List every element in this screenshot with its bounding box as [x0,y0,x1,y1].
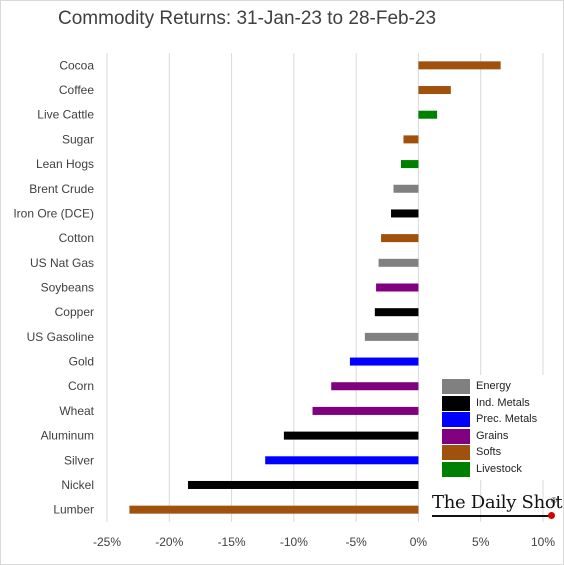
bar [376,283,419,292]
category-label: Cotton [59,231,94,245]
category-label: Cocoa [59,58,94,72]
legend-swatch [442,461,470,477]
logo-red-dot [548,512,555,519]
legend-swatch [442,412,470,427]
x-tick-label: -15% [218,535,246,549]
category-label: Coffee [59,83,94,97]
bar [187,480,419,489]
logo-underline [432,515,552,517]
legend-label: Grains [476,429,509,442]
category-label: Copper [55,305,94,319]
legend-label: Livestock [476,462,522,475]
x-tick-label: -10% [280,535,308,549]
category-label: Aluminum [41,429,94,443]
x-tick-label: -5% [345,535,367,549]
bar [403,135,419,144]
x-tick-label: -25% [93,535,121,549]
bar [418,86,451,95]
category-label: Corn [68,379,94,393]
category-label: Brent Crude [29,182,94,196]
bar [312,406,419,415]
bar [391,209,419,218]
legend-label: Softs [476,446,502,458]
category-label: US Nat Gas [30,256,94,270]
bar [283,431,419,440]
chart-legend: Energy Ind. Metals Prec. Metals Grains Softs… [438,375,548,480]
x-tick-label: 10% [531,535,555,549]
registered-mark: ® [551,496,557,505]
category-label: Soybeans [41,281,94,295]
bar [349,357,419,366]
category-label: US Gasoline [27,330,95,344]
legend-swatch [442,445,470,460]
bar [331,382,419,391]
bar [129,505,419,514]
category-label: Lean Hogs [36,157,94,171]
x-tick-label: -20% [155,535,183,549]
category-label: Sugar [62,132,94,146]
category-label: Silver [64,453,94,467]
category-label: Live Cattle [37,108,94,122]
chart-title: Commodity Returns: 31-Jan-23 to 28-Feb-2… [58,8,437,29]
bar [265,456,419,465]
bar [418,61,501,70]
category-label: Iron Ore (DCE) [13,206,94,220]
legend-label: Prec. Metals [476,413,538,425]
x-tick-label: 0% [410,535,428,549]
category-label: Lumber [53,503,94,517]
daily-shot-logo: The Daily Shot [432,492,563,513]
legend-swatch [442,428,470,444]
legend-swatch [442,379,470,394]
category-label: Nickel [61,478,94,492]
bar [400,160,419,169]
legend-label: Energy [476,380,511,392]
legend-swatch [442,395,470,411]
bar [374,308,419,317]
bar [393,184,419,193]
bar [381,234,419,243]
bar [378,258,419,267]
bar [418,110,438,119]
bar [364,332,419,341]
category-label: Wheat [59,404,94,418]
category-label: Gold [69,355,94,369]
legend-label: Ind. Metals [476,396,530,409]
x-tick-label: 5% [472,535,490,549]
